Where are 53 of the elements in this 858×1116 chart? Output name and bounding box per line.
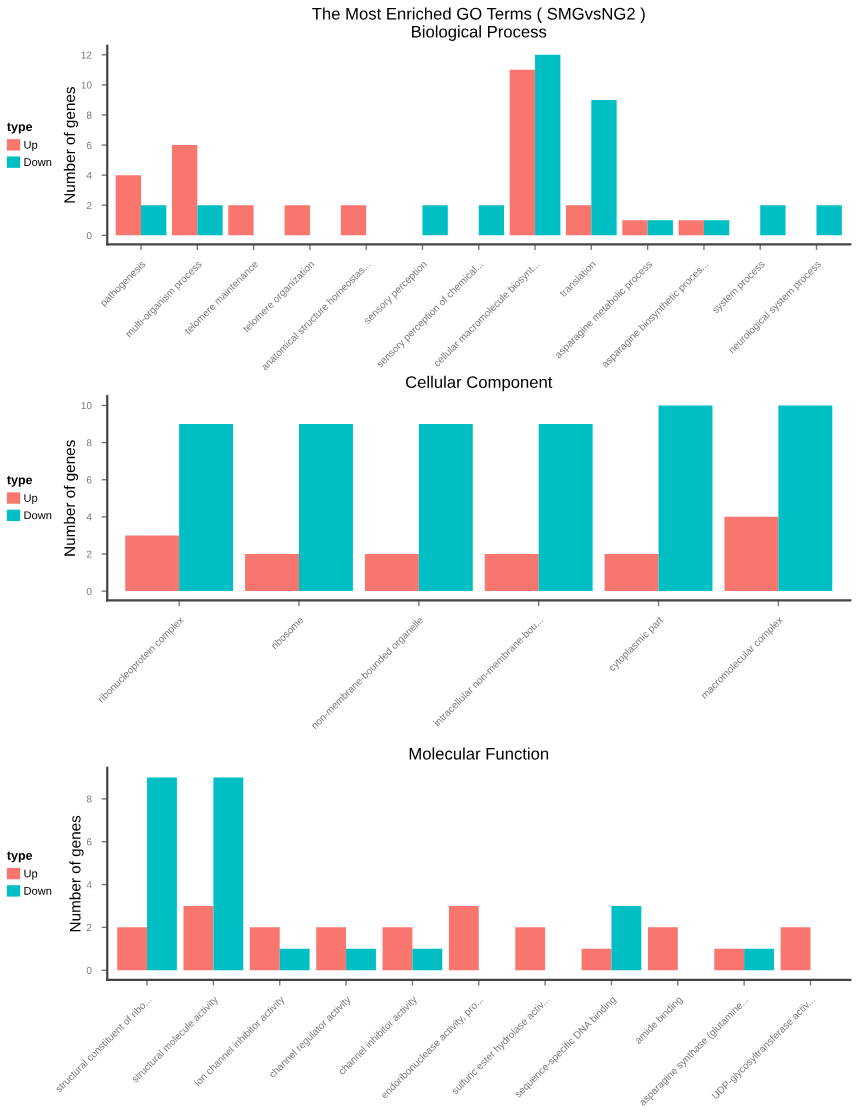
- bar: [448, 905, 479, 971]
- bar: [171, 145, 198, 236]
- bar: [778, 405, 833, 592]
- bar: [316, 927, 347, 971]
- bar: [760, 205, 786, 236]
- bar: [678, 220, 704, 236]
- bar: [183, 905, 214, 971]
- bar: [141, 205, 167, 236]
- bar: [566, 205, 592, 236]
- bar: [279, 948, 310, 971]
- chart-subtitle: Biological Process: [412, 25, 547, 41]
- bar: [284, 205, 310, 236]
- bar: [622, 220, 648, 236]
- bar: [147, 777, 177, 971]
- bar: [509, 69, 536, 236]
- bar: [117, 927, 148, 971]
- chart-title: The Most Enriched GO Terms ( SMGvsNG2 ): [312, 7, 645, 23]
- bar: [604, 553, 659, 592]
- bar: [538, 424, 593, 592]
- bar: [197, 205, 223, 236]
- bar: [724, 516, 779, 592]
- bar: [484, 553, 539, 592]
- bar: [658, 405, 713, 592]
- bar: [703, 220, 730, 236]
- chart-title: Cellular Component: [405, 375, 553, 392]
- bar: [249, 927, 280, 971]
- bar: [816, 205, 842, 236]
- bar: [647, 220, 673, 236]
- bar: [115, 175, 142, 236]
- bar: [535, 54, 561, 236]
- bar: [213, 777, 244, 971]
- bar: [382, 927, 413, 971]
- bar: [179, 424, 234, 592]
- bar: [346, 948, 376, 971]
- bar: [245, 553, 299, 592]
- bar: [228, 205, 254, 236]
- bar: [611, 905, 642, 971]
- chart-title: Molecular Function: [409, 747, 549, 760]
- bar: [340, 205, 367, 236]
- bar: [647, 927, 678, 971]
- bar: [412, 948, 443, 971]
- bar: [125, 535, 180, 592]
- bar: [744, 948, 774, 971]
- bar: [418, 424, 473, 592]
- bar: [780, 927, 811, 971]
- bar: [581, 948, 612, 971]
- bar: [422, 205, 448, 236]
- bar: [714, 948, 745, 971]
- bar: [515, 927, 546, 971]
- bar: [478, 205, 505, 236]
- bar: [591, 99, 617, 236]
- bar: [364, 553, 419, 592]
- bar: [299, 424, 353, 592]
